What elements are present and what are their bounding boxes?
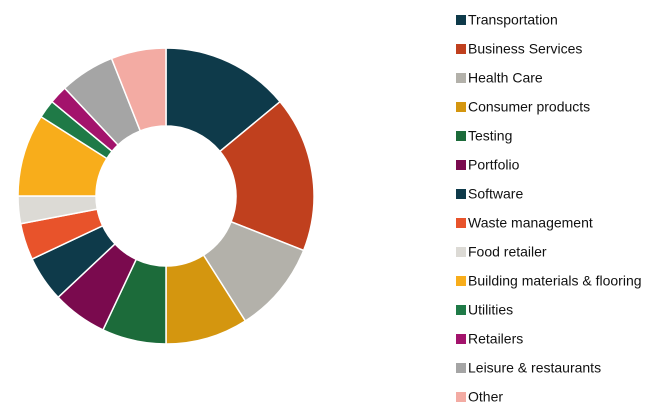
legend-swatch <box>456 247 466 257</box>
legend-label: Consumer products <box>468 99 590 115</box>
legend-label: Waste management <box>468 215 593 231</box>
legend-label: Business Services <box>468 41 582 57</box>
legend-label: Retailers <box>468 331 523 347</box>
legend-swatch <box>456 305 466 315</box>
legend-swatch <box>456 334 466 344</box>
legend-swatch <box>456 73 466 83</box>
legend-swatch <box>456 15 466 25</box>
legend-swatch <box>456 276 466 286</box>
legend-swatch <box>456 102 466 112</box>
legend-swatch <box>456 160 466 170</box>
legend-label: Other <box>468 389 503 403</box>
legend-label: Health Care <box>468 70 543 86</box>
legend-label: Food retailer <box>468 244 547 260</box>
legend-swatch <box>456 363 466 373</box>
donut-segment <box>110 47 167 132</box>
legend-swatch <box>456 131 466 141</box>
donut-segment <box>218 100 315 252</box>
legend-label: Building materials & flooring <box>468 273 642 289</box>
legend-label: Testing <box>468 128 512 144</box>
legend-label: Portfolio <box>468 157 520 173</box>
legend-label: Utilities <box>468 302 513 318</box>
legend-swatch <box>456 189 466 199</box>
legend-swatch <box>456 392 466 402</box>
legend-label: Leisure & restaurants <box>468 360 601 376</box>
legend-label: Transportation <box>468 12 558 28</box>
legend-swatch <box>456 44 466 54</box>
legend-swatch <box>456 218 466 228</box>
legend-label: Software <box>468 186 523 202</box>
